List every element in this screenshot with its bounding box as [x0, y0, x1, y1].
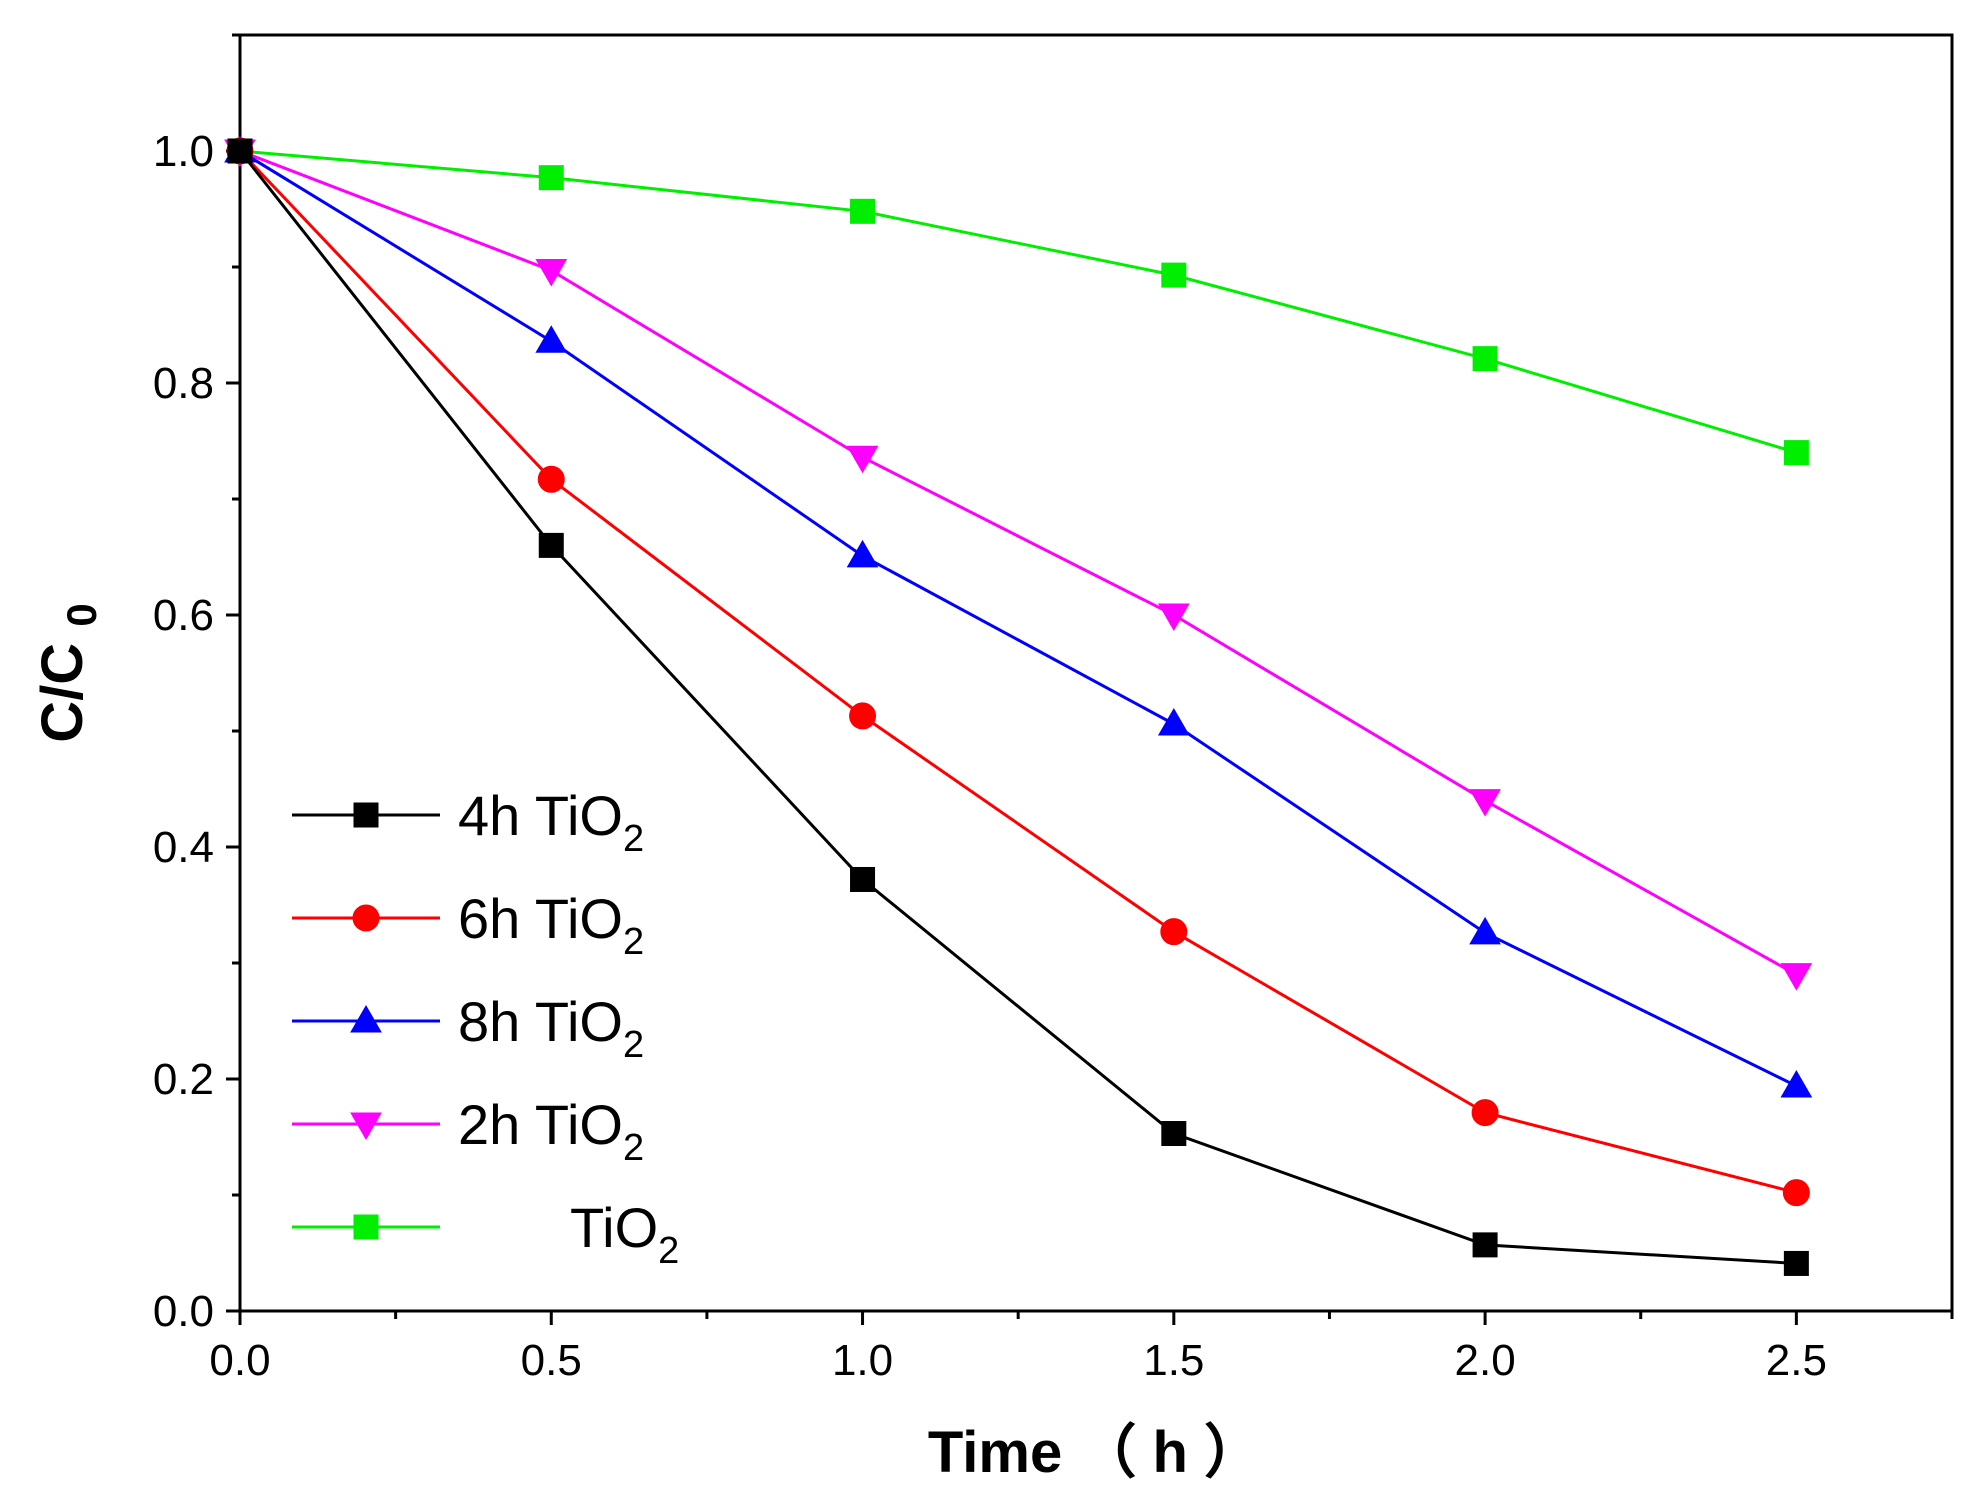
series-line: [239, 149, 1798, 1088]
data-point: [1157, 603, 1190, 632]
series-3: [224, 134, 1813, 1098]
data-point: [227, 138, 253, 164]
data-point: [846, 539, 879, 568]
legend-marker: [352, 904, 380, 932]
legend-label-sub: 2: [623, 1127, 644, 1169]
legend-label: 4h TiO2: [458, 784, 644, 860]
legend-label: TiO2: [570, 1196, 679, 1272]
legend-marker: [353, 802, 379, 828]
legend-label-main: 4h TiO: [458, 784, 623, 847]
legend-label-sub: 2: [658, 1230, 679, 1272]
series-4: [224, 139, 1813, 991]
axis-ticks: [226, 33, 1954, 1325]
data-point: [535, 258, 568, 287]
x-axis-title-unit: h: [1153, 1420, 1188, 1485]
x-axis-title-main: Time: [928, 1420, 1062, 1485]
y-tick-label: 0.0: [153, 1287, 214, 1336]
data-point: [1157, 708, 1190, 736]
data-point: [538, 165, 564, 191]
data-point: [1469, 789, 1501, 817]
data-point: [1472, 346, 1498, 372]
legend-label: 8h TiO2: [458, 990, 644, 1066]
x-axis-title: Time （ h ）: [928, 1420, 1262, 1485]
legend-label-main: 8h TiO: [458, 990, 623, 1053]
data-point: [846, 445, 879, 474]
x-tick-label: 2.0: [1455, 1336, 1516, 1385]
data-point: [1161, 1121, 1187, 1147]
legend-label: 6h TiO2: [458, 887, 644, 963]
data-point: [538, 532, 564, 558]
x-tick-label: 2.5: [1766, 1336, 1827, 1385]
x-tick-label: 0.5: [521, 1336, 582, 1385]
x-axis-title-open: （: [1078, 1420, 1136, 1485]
y-tick-labels: 0.0 0.2 0.4 0.6 0.8 1.0: [153, 127, 214, 1336]
y-tick-label: 0.8: [153, 359, 214, 408]
legend-item: 6h TiO2: [292, 887, 644, 963]
legend-item: 4h TiO2: [292, 784, 644, 860]
series-layer: [224, 134, 1813, 1276]
y-tick-label: 0.6: [153, 591, 214, 640]
data-point: [1780, 963, 1813, 991]
data-point: [1783, 1250, 1809, 1276]
data-point: [850, 198, 876, 224]
series-5: [227, 138, 1809, 466]
legend-label-main: 6h TiO: [458, 887, 623, 950]
data-point: [1161, 262, 1187, 288]
series-line: [239, 149, 1798, 976]
y-axis-title-sub: 0: [58, 603, 105, 626]
legend-label-sub: 2: [623, 818, 644, 860]
legend-label: 2h TiO2: [458, 1093, 644, 1169]
data-point: [1783, 440, 1809, 466]
series-line: [238, 149, 1797, 1195]
legend-marker: [350, 1112, 382, 1141]
legend-item: TiO2: [292, 1196, 679, 1272]
data-point: [1160, 918, 1188, 946]
y-tick-label: 1.0: [153, 127, 214, 176]
x-axis-title-close: ）: [1204, 1420, 1262, 1485]
series-1: [227, 138, 1809, 1276]
legend-label-main: TiO: [570, 1196, 658, 1259]
legend-marker: [350, 1004, 382, 1033]
x-tick-label: 0.0: [209, 1336, 270, 1385]
series-line: [238, 150, 1797, 1265]
series-line: [239, 149, 1797, 455]
plot-frame: [238, 33, 1954, 1313]
data-point: [1780, 1069, 1813, 1098]
data-point: [1782, 1179, 1810, 1207]
y-axis-title-main: C/C: [30, 643, 95, 743]
legend-item: 2h TiO2: [292, 1093, 644, 1169]
data-point: [1472, 1232, 1498, 1258]
legend-label-sub: 2: [623, 921, 644, 963]
x-tick-label: 1.0: [832, 1336, 893, 1385]
series-2: [226, 137, 1810, 1207]
data-point: [849, 702, 877, 730]
legend-item: 8h TiO2: [292, 990, 644, 1066]
x-tick-label: 1.5: [1143, 1336, 1204, 1385]
legend-label-sub: 2: [623, 1024, 644, 1066]
x-tick-labels: 0.0 0.5 1.0 1.5 2.0 2.5: [209, 1336, 1827, 1385]
y-axis-title: C/C 0: [30, 603, 105, 742]
data-point: [535, 325, 568, 353]
legend-marker: [353, 1214, 379, 1240]
data-point: [1469, 916, 1501, 945]
data-point: [1471, 1099, 1499, 1127]
y-tick-label: 0.2: [153, 1055, 214, 1104]
data-point: [537, 465, 565, 493]
data-point: [850, 866, 876, 892]
legend-label-main: 2h TiO: [458, 1093, 623, 1156]
y-tick-label: 0.4: [153, 823, 214, 872]
